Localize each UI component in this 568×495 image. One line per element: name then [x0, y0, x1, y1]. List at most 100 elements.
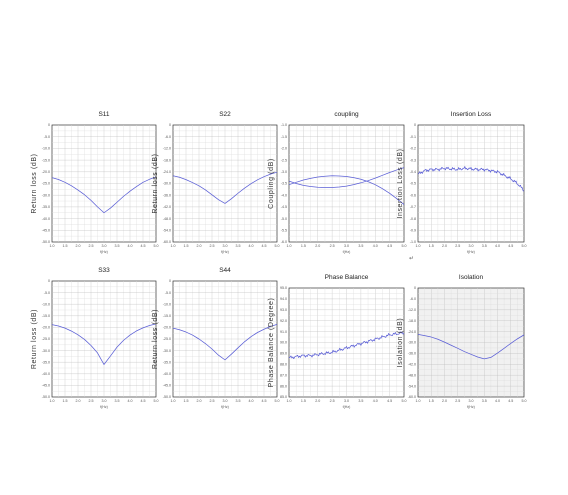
y-tick-label: -45.0 — [42, 229, 50, 233]
x-tick-label: 1.0 — [171, 244, 176, 248]
x-tick-label: 5.0 — [154, 244, 159, 248]
x-tick-label: 1.5 — [429, 244, 434, 248]
y-tick-label: -10.0 — [42, 147, 50, 151]
y-tick-label: -15.0 — [42, 314, 50, 318]
series-line-2 — [288, 167, 405, 188]
y-axis-label: Phase Balance (Degree) — [268, 298, 275, 388]
y-tick-label: -30.0 — [163, 349, 171, 353]
y-tick-label: -42.0 — [163, 205, 171, 209]
y-tick-label: -0.8 — [410, 217, 416, 221]
y-tick-label: -0.6 — [410, 193, 416, 197]
y-tick-label: 92.0 — [280, 319, 287, 323]
y-tick-label: 0 — [48, 123, 50, 127]
x-axis-label: f(Hz) — [221, 250, 229, 254]
y-tick-label: -30.0 — [163, 182, 171, 186]
x-tick-label: 3.5 — [115, 244, 120, 248]
y-tick-label: -54.0 — [408, 384, 416, 388]
chart-panel-5: S33 Return loss (dB) 0 -5.0 -10.0 -15.0 -20.0 -… — [31, 267, 159, 409]
y-tick-label: 0 — [48, 279, 50, 283]
y-tick-label: -0.7 — [410, 205, 416, 209]
x-tick-label: 2.0 — [315, 244, 320, 248]
y-tick-label: -3.5 — [281, 182, 287, 186]
series-line-1 — [51, 176, 157, 214]
chart-panel-3: coupling Coupling (dB) -1.0 -1.5 -2.0 -2.5 -3.… — [268, 111, 407, 254]
x-tick-label: 4.5 — [141, 244, 146, 248]
x-tick-label: 1.5 — [63, 244, 68, 248]
y-tick-label: -20.0 — [42, 170, 50, 174]
x-tick-label: 2.0 — [315, 399, 320, 403]
x-axis-label: f(Hz) — [467, 405, 475, 409]
gridlines — [289, 125, 404, 242]
x-tick-label: 4.5 — [262, 244, 267, 248]
series-line-1 — [172, 171, 278, 204]
x-axis-label: f(Hz) — [467, 250, 475, 254]
y-tick-label: -18.0 — [163, 158, 171, 162]
x-tick-label: 3.5 — [236, 399, 241, 403]
x-tick-label: 2.5 — [210, 244, 215, 248]
y-tick-label: -0.3 — [410, 158, 416, 162]
y-tick-label: -0.2 — [410, 147, 416, 151]
chart-title: S44 — [219, 267, 231, 274]
y-tick-label: 95.0 — [280, 286, 287, 290]
y-tick-label: -1.0 — [281, 123, 287, 127]
y-tick-label: -36.0 — [163, 193, 171, 197]
x-tick-label: 5.0 — [275, 399, 280, 403]
y-tick-label: -0.5 — [410, 182, 416, 186]
gridlines — [52, 125, 156, 242]
y-tick-label: 0 — [169, 123, 171, 127]
y-tick-label: 0 — [414, 286, 416, 290]
x-tick-label: 2.0 — [442, 244, 447, 248]
y-tick-label: -25.0 — [42, 337, 50, 341]
x-tick-label: 4.5 — [387, 399, 392, 403]
x-tick-label: 4.0 — [128, 399, 133, 403]
y-tick-label: -5.0 — [165, 291, 171, 295]
y-tick-label: -60.0 — [408, 395, 416, 399]
chart-panel-6: S44 Return loss (dB) 0 -5.0 -10.0 -15.0 -20.0 -… — [152, 267, 280, 409]
chart-panel-8: Isolation Isolation (dB) 0 -6.0 -12.0 -18.0 -2… — [397, 274, 527, 409]
y-tick-label: -10.0 — [163, 302, 171, 306]
x-tick-label: 4.5 — [262, 399, 267, 403]
y-tick-label: -18.0 — [408, 319, 416, 323]
x-tick-label: 3.0 — [102, 244, 107, 248]
chart-title: S22 — [219, 111, 231, 118]
gridlines — [418, 288, 524, 397]
gridlines — [418, 125, 524, 242]
x-tick-label: 2.0 — [197, 244, 202, 248]
y-tick-label: 0 — [414, 123, 416, 127]
series-line-1 — [417, 166, 525, 192]
gridlines — [289, 288, 404, 397]
chart-title: coupling — [334, 111, 359, 118]
x-axis-label: f(Hz) — [100, 250, 108, 254]
x-tick-label: 3.5 — [482, 399, 487, 403]
y-tick-label: -5.5 — [281, 229, 287, 233]
gridlines — [52, 281, 156, 397]
y-tick-label: -12.0 — [163, 147, 171, 151]
y-tick-label: -1.5 — [281, 135, 287, 139]
y-tick-label: -48.0 — [408, 373, 416, 377]
x-tick-label: 4.5 — [508, 399, 513, 403]
chart-panel-7: Phase Balance Phase Balance (Degree) 95.0 9… — [268, 274, 407, 409]
x-tick-label: 2.0 — [197, 399, 202, 403]
x-tick-label: 4.0 — [128, 244, 133, 248]
x-tick-label: 1.0 — [171, 399, 176, 403]
chart-panel-2: S22 Return loss (dB) 0 -6.0 -12.0 -18.0 -24.0 -… — [152, 111, 280, 254]
x-tick-label: 3.0 — [469, 244, 474, 248]
y-tick-label: -25.0 — [163, 337, 171, 341]
y-tick-label: -45.0 — [163, 384, 171, 388]
y-tick-label: -3.0 — [281, 170, 287, 174]
y-tick-label: -12.0 — [408, 308, 416, 312]
x-axis-label: f(Hz) — [343, 250, 351, 254]
x-tick-label: 4.0 — [373, 244, 378, 248]
y-axis-label: Return loss (dB) — [152, 309, 159, 369]
y-tick-label: 85.0 — [280, 395, 287, 399]
y-tick-label: -50.0 — [163, 395, 171, 399]
x-tick-label: 5.0 — [402, 244, 407, 248]
y-tick-label: -5.0 — [44, 135, 50, 139]
x-tick-label: 1.5 — [184, 244, 189, 248]
y-tick-label: -1.0 — [410, 240, 416, 244]
y-tick-label: -6.0 — [281, 240, 287, 244]
y-axis-label: Return loss (dB) — [152, 153, 159, 213]
y-axis-label: Return loss (dB) — [31, 153, 38, 213]
x-tick-label: 1.5 — [429, 399, 434, 403]
x-tick-label: 4.0 — [495, 244, 500, 248]
